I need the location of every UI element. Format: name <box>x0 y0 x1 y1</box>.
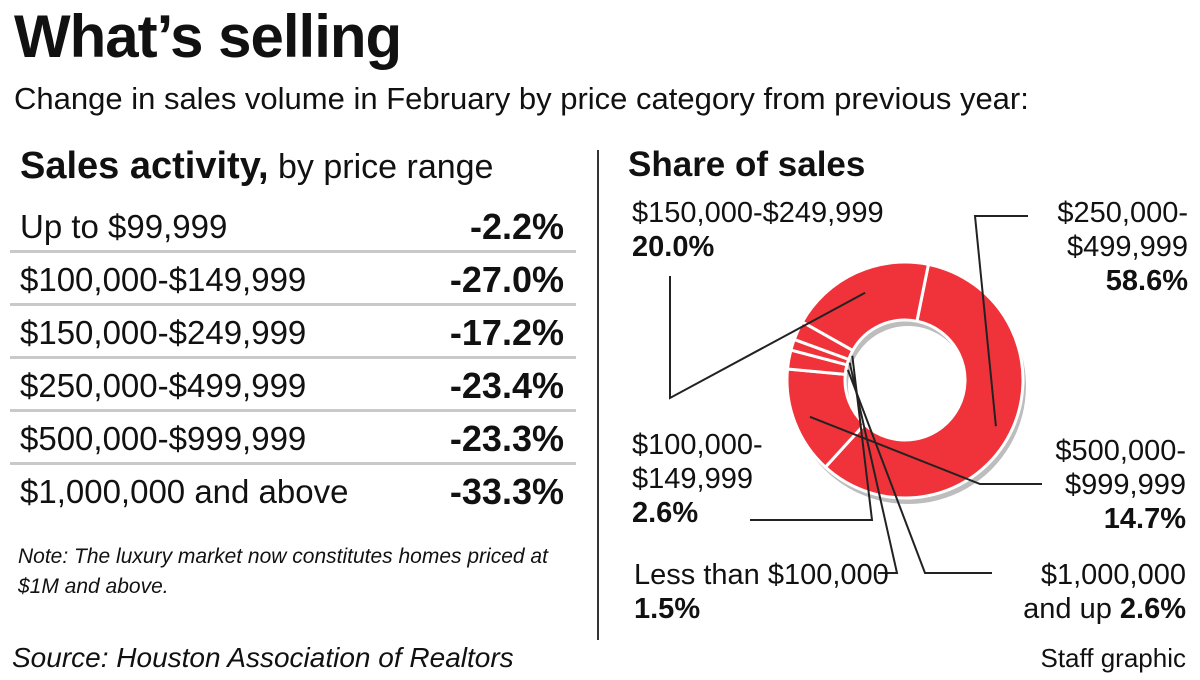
slice-value-text: 2.6% <box>632 497 699 529</box>
donut-slices <box>785 260 1025 500</box>
sales-activity-table: Up to $99,999 -2.2% $100,000-$149,999 -2… <box>10 200 576 518</box>
slice-range-text: $250,000- <box>1057 197 1188 229</box>
slice-value-text: 58.6% <box>1105 265 1188 297</box>
share-of-sales-heading: Share of sales <box>628 145 866 184</box>
leader-line-1m-and-up <box>846 369 992 574</box>
change-value: -23.3% <box>449 418 564 459</box>
price-range-label: Up to $99,999 <box>20 208 228 245</box>
slice-range-text: Less than $100,000 <box>634 559 889 591</box>
slice-value-text: 20.0% <box>632 231 715 263</box>
slice-range-text: $499,999 <box>1067 231 1188 263</box>
change-value: -33.3% <box>449 471 564 512</box>
column-divider <box>597 150 599 640</box>
leader-lines <box>669 215 1042 574</box>
table-row: $1,000,000 and above -33.3% <box>10 465 576 518</box>
slice-range-text: and up <box>1023 593 1112 625</box>
slice-label-250k-499k: $250,000- $499,999 58.6% <box>1057 196 1188 298</box>
slice-range-text: $999,999 <box>1065 469 1186 501</box>
staff-graphic-credit: Staff graphic <box>1040 643 1186 673</box>
price-range-label: $150,000-$249,999 <box>20 314 307 351</box>
slice-label-150k-249k: $150,000-$249,999 20.0% <box>632 196 884 264</box>
graphic-subtitle: Change in sales volume in February by pr… <box>14 81 1029 116</box>
slice-label-less-than-100k: Less than $100,000 1.5% <box>634 558 889 626</box>
pie-slice-s150 <box>800 260 930 352</box>
slice-range-text: $500,000- <box>1055 435 1186 467</box>
price-range-label: $250,000-$499,999 <box>20 367 307 404</box>
sales-activity-heading-rest: by price range <box>268 148 494 186</box>
slice-range-text: $100,000- <box>632 429 763 461</box>
slice-value-text: 1.5% <box>634 593 701 625</box>
sales-activity-heading: Sales activity, by price range <box>20 142 493 191</box>
change-value: -17.2% <box>449 312 564 353</box>
share-of-sales-chart: $150,000-$249,999 20.0% $250,000- $499,9… <box>600 190 1200 640</box>
price-range-label: $1,000,000 and above <box>20 473 349 510</box>
sales-activity-heading-bold: Sales activity, <box>20 145 269 187</box>
change-value: -23.4% <box>449 365 564 406</box>
leader-line-less-than-100k <box>848 362 899 574</box>
table-row: $250,000-$499,999 -23.4% <box>10 359 576 412</box>
slice-label-500k-999k: $500,000- $999,999 14.7% <box>1055 434 1186 536</box>
table-row: $100,000-$149,999 -27.0% <box>10 253 576 306</box>
slice-label-1m-and-up: $1,000,000 and up 2.6% <box>1023 558 1186 626</box>
slice-range-text: $1,000,000 <box>1040 559 1186 591</box>
table-row: $150,000-$249,999 -17.2% <box>10 306 576 359</box>
slice-range-text: $149,999 <box>632 463 753 495</box>
luxury-note: Note: The luxury market now constitutes … <box>18 545 548 598</box>
leader-line-100k-149k <box>750 355 874 521</box>
change-value: -27.0% <box>449 259 564 300</box>
change-value: -2.2% <box>469 206 564 247</box>
slice-value-text: 14.7% <box>1103 503 1186 535</box>
table-row: Up to $99,999 -2.2% <box>10 200 576 253</box>
price-range-label: $500,000-$999,999 <box>20 420 307 457</box>
source-credit: Source: Houston Association of Realtors <box>12 642 514 673</box>
slice-label-100k-149k: $100,000- $149,999 2.6% <box>632 428 763 530</box>
donut-chart-svg <box>669 215 1042 574</box>
table-row: $500,000-$999,999 -23.3% <box>10 412 576 465</box>
slice-range-text: $150,000-$249,999 <box>632 197 884 229</box>
leader-line-150k-249k <box>669 276 866 400</box>
slice-value-text: 2.6% <box>1119 593 1186 625</box>
leader-line-250k-499k <box>973 215 1028 427</box>
price-range-label: $100,000-$149,999 <box>20 261 307 298</box>
graphic-title: What’s selling <box>14 3 402 70</box>
